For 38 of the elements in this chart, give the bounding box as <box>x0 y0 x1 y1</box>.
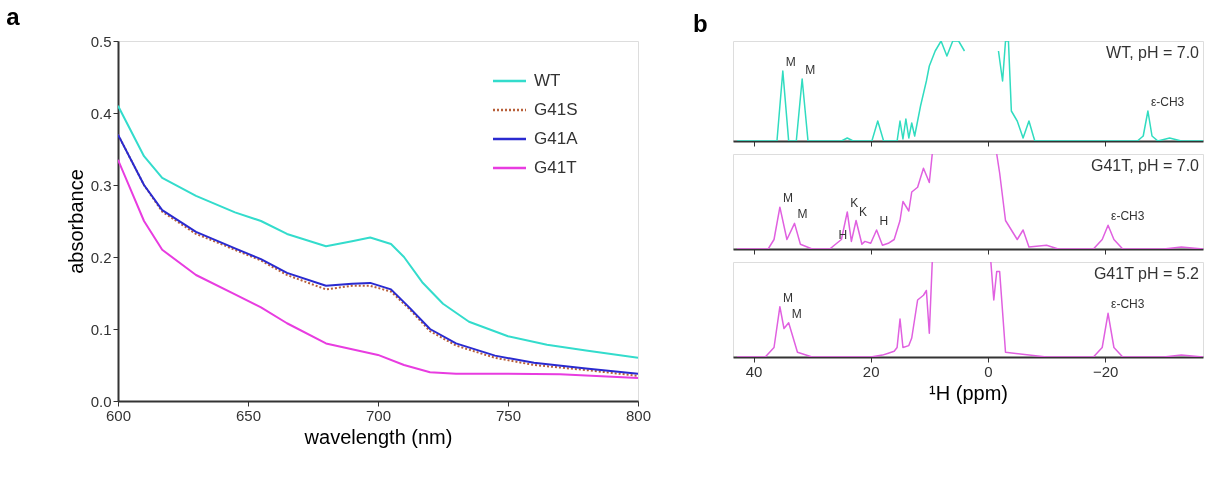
chart-title: b <box>693 10 708 37</box>
legend-label: G41S <box>534 100 578 119</box>
text: WT, pH = 7.0 <box>1106 44 1200 61</box>
annotation: M <box>785 55 796 69</box>
annotation: ε-CH3 <box>1111 209 1145 224</box>
annotation: M <box>797 207 808 222</box>
x-tick-label: 800 <box>625 406 652 424</box>
y-tick-label: 0.4 <box>90 104 112 122</box>
annotation: M <box>805 63 816 77</box>
y-tick-label: 0.1 <box>90 320 112 338</box>
text: G41T pH = 5.2 <box>1093 265 1200 282</box>
y-tick-label: 0.3 <box>90 176 112 194</box>
x-axis-title: ¹H (ppm) <box>929 381 1008 404</box>
annotation: K <box>859 204 868 219</box>
legend-label: G41T <box>534 158 577 177</box>
annotation: M <box>782 290 793 305</box>
line-series <box>118 104 638 359</box>
text: G41T, pH = 7.0 <box>1090 157 1200 174</box>
chart-title: a <box>6 3 21 30</box>
y-tick-label: 0.2 <box>90 248 112 266</box>
x-axis-title: wavelength (nm) <box>303 425 453 448</box>
x-tick-label: 650 <box>235 406 262 424</box>
annotation: K <box>850 195 859 210</box>
annotation: ε-CH3 <box>1111 297 1145 312</box>
y-axis-title: absorbance <box>64 169 87 274</box>
x-tick-label: −20 <box>1092 362 1119 380</box>
x-tick-label: 750 <box>495 406 522 424</box>
x-tick-label: 0 <box>984 362 993 380</box>
y-tick-label: 0.5 <box>90 32 112 50</box>
legend-label: G41A <box>534 129 579 148</box>
annotation: H <box>879 214 889 228</box>
legend-label: WT <box>534 71 561 90</box>
x-tick-label: 20 <box>862 362 880 380</box>
x-tick-label: 700 <box>365 406 392 424</box>
annotation: ε-CH3 <box>1150 95 1185 109</box>
annotation: M <box>782 191 793 206</box>
x-tick-label: 40 <box>745 362 763 380</box>
annotation: M <box>791 306 802 321</box>
